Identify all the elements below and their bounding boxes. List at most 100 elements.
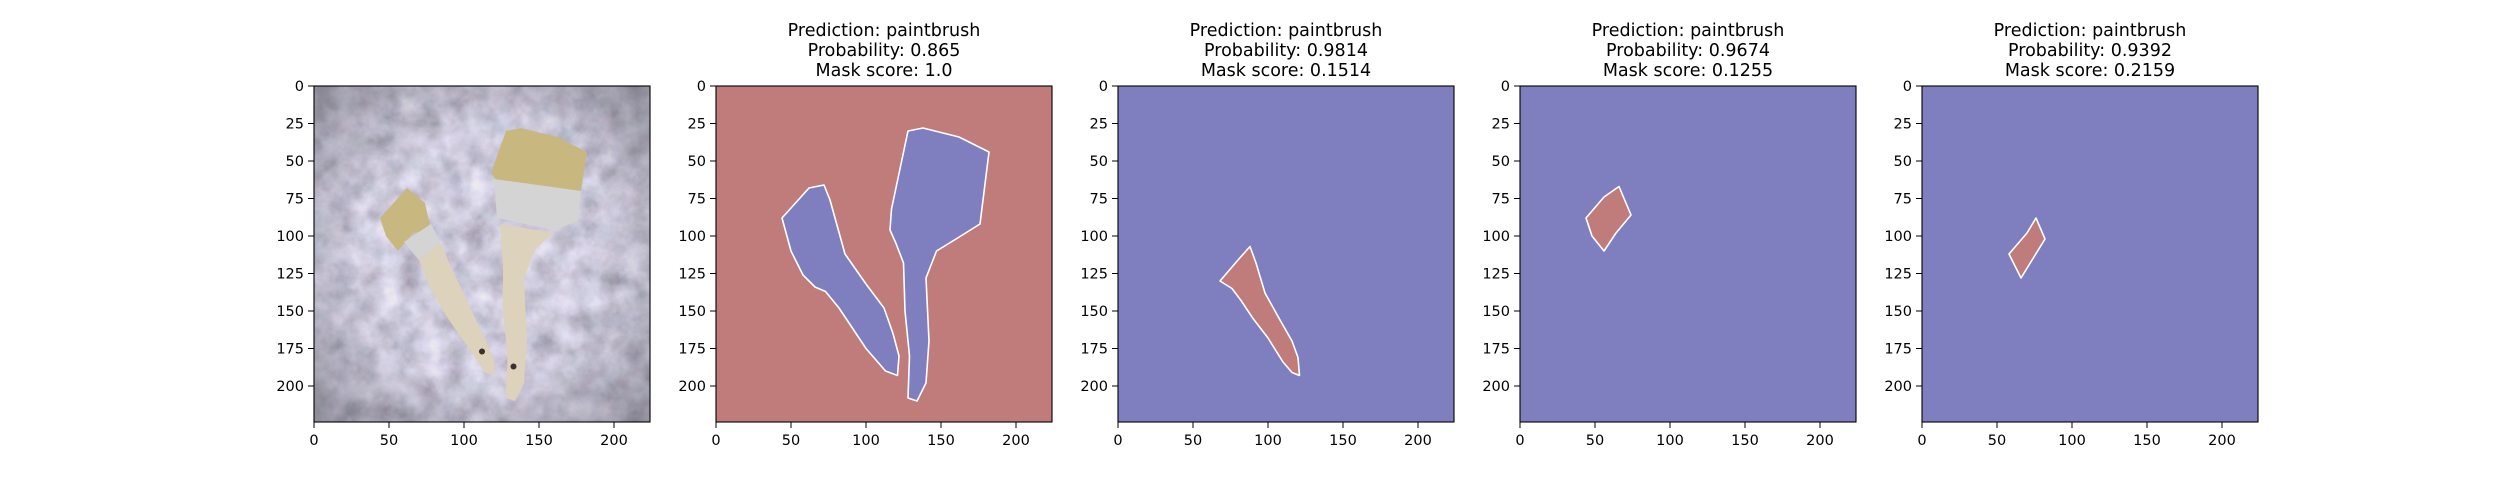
x-tick-label: 150 bbox=[1329, 433, 1357, 449]
panel-title-line-3: Mask score: 0.1514 bbox=[1201, 61, 1371, 81]
mask-region-1 bbox=[1585, 185, 1632, 252]
y-tick-label: 0 bbox=[295, 79, 304, 95]
mask-background bbox=[716, 86, 1052, 422]
input-photo bbox=[314, 86, 650, 422]
x-tick-label: 100 bbox=[2058, 433, 2086, 449]
y-tick-label: 75 bbox=[1090, 192, 1108, 208]
panel-title-line-1: Prediction: paintbrush bbox=[1190, 21, 1383, 41]
panel-title-line-2: Probability: 0.9392 bbox=[2008, 41, 2172, 61]
panel-title-line-2: Probability: 0.865 bbox=[808, 41, 961, 61]
panel-title-line-3: Mask score: 0.2159 bbox=[2005, 61, 2175, 81]
x-tick-label: 0 bbox=[1113, 433, 1122, 449]
y-tick-label: 25 bbox=[286, 117, 304, 133]
x-tick-label: 50 bbox=[782, 433, 800, 449]
bristles-small bbox=[380, 188, 431, 251]
x-tick-label: 50 bbox=[1586, 433, 1604, 449]
y-tick-label: 200 bbox=[678, 379, 706, 395]
y-tick-label: 175 bbox=[1884, 342, 1912, 358]
mask-background bbox=[1520, 86, 1856, 422]
y-tick-label: 75 bbox=[286, 192, 304, 208]
y-tick-label: 50 bbox=[1090, 154, 1108, 170]
x-tick-label: 0 bbox=[711, 433, 720, 449]
x-tick-label: 0 bbox=[309, 433, 318, 449]
y-tick-label: 150 bbox=[678, 304, 706, 320]
mask-background bbox=[1118, 86, 1454, 422]
y-tick-label: 200 bbox=[1884, 379, 1912, 395]
y-tick-label: 75 bbox=[688, 192, 706, 208]
x-tick-label: 200 bbox=[2208, 433, 2236, 449]
mask-region-1 bbox=[2008, 217, 2046, 279]
y-tick-label: 125 bbox=[1482, 267, 1510, 283]
handle-large bbox=[500, 224, 554, 401]
y-tick-label: 100 bbox=[678, 229, 706, 245]
x-tick-label: 0 bbox=[1917, 433, 1926, 449]
x-tick-label: 0 bbox=[1515, 433, 1524, 449]
ferrule-small bbox=[404, 224, 440, 260]
y-tick-label: 175 bbox=[1080, 342, 1108, 358]
y-tick-label: 100 bbox=[1080, 229, 1108, 245]
x-tick-label: 100 bbox=[1656, 433, 1684, 449]
axes-frame bbox=[1519, 85, 1857, 423]
axes-frame bbox=[1921, 85, 2259, 423]
x-tick-label: 200 bbox=[1002, 433, 1030, 449]
y-tick-label: 0 bbox=[1501, 79, 1510, 95]
y-tick-label: 150 bbox=[1482, 304, 1510, 320]
x-tick-label: 100 bbox=[450, 433, 478, 449]
y-tick-label: 175 bbox=[276, 342, 304, 358]
y-tick-label: 100 bbox=[1482, 229, 1510, 245]
bristles-large bbox=[491, 128, 587, 197]
panel-4: 0 50 100 150 200 0 25 50 75 100 125 150 175 200 Predic… bbox=[1482, 21, 1857, 449]
y-tick-label: 75 bbox=[1894, 192, 1912, 208]
panel-title-line-3: Mask score: 1.0 bbox=[816, 61, 953, 81]
y-tick-label: 200 bbox=[1080, 379, 1108, 395]
y-tick-label: 25 bbox=[1090, 117, 1108, 133]
x-tick-label: 50 bbox=[380, 433, 398, 449]
x-tick-label: 150 bbox=[2133, 433, 2161, 449]
panel-title-line-2: Probability: 0.9674 bbox=[1606, 41, 1770, 61]
ferrule-large bbox=[494, 179, 581, 230]
x-tick-label: 150 bbox=[1731, 433, 1759, 449]
panel-2: 0 50 100 150 200 0 25 50 75 100 125 150 175 200 Predic… bbox=[678, 21, 1053, 449]
handle-hole-small bbox=[479, 348, 485, 355]
x-tick-label: 100 bbox=[1254, 433, 1282, 449]
y-tick-label: 150 bbox=[1884, 304, 1912, 320]
y-tick-label: 100 bbox=[276, 229, 304, 245]
handle-small bbox=[419, 242, 496, 376]
x-tick-label: 150 bbox=[525, 433, 553, 449]
y-tick-label: 50 bbox=[1894, 154, 1912, 170]
y-tick-label: 0 bbox=[1099, 79, 1108, 95]
mask-region-1 bbox=[781, 184, 900, 377]
x-tick-label: 50 bbox=[1988, 433, 2006, 449]
panel-5: 0 50 100 150 200 0 25 50 75 100 125 150 175 200 Predic… bbox=[1884, 21, 2259, 449]
y-tick-label: 25 bbox=[1492, 117, 1510, 133]
panel-title-line-1: Prediction: paintbrush bbox=[1592, 21, 1785, 41]
y-tick-label: 150 bbox=[276, 304, 304, 320]
y-tick-label: 50 bbox=[1492, 154, 1510, 170]
panel-title-line-2: Probability: 0.9814 bbox=[1204, 41, 1368, 61]
x-tick-label: 200 bbox=[1806, 433, 1834, 449]
axes-frame bbox=[313, 85, 651, 423]
panel-title-line-1: Prediction: paintbrush bbox=[788, 21, 981, 41]
y-tick-label: 125 bbox=[276, 267, 304, 283]
x-tick-label: 100 bbox=[852, 433, 880, 449]
y-tick-label: 175 bbox=[1482, 342, 1510, 358]
y-tick-label: 125 bbox=[1884, 267, 1912, 283]
y-tick-label: 25 bbox=[688, 117, 706, 133]
panel-title-line-3: Mask score: 0.1255 bbox=[1603, 61, 1773, 81]
panel-1: 0 50 100 150 200 0 25 50 75 100 125 150 175 200 bbox=[276, 79, 651, 449]
axes-frame bbox=[715, 85, 1053, 423]
handle-hole-large bbox=[510, 363, 517, 370]
mask-background bbox=[1922, 86, 2258, 422]
y-tick-label: 0 bbox=[697, 79, 706, 95]
y-tick-label: 125 bbox=[678, 267, 706, 283]
y-tick-label: 100 bbox=[1884, 229, 1912, 245]
y-tick-label: 50 bbox=[688, 154, 706, 170]
x-tick-label: 200 bbox=[1404, 433, 1432, 449]
mask-region-2 bbox=[889, 127, 990, 402]
y-tick-label: 0 bbox=[1903, 79, 1912, 95]
y-tick-label: 50 bbox=[286, 154, 304, 170]
y-tick-label: 25 bbox=[1894, 117, 1912, 133]
y-tick-label: 200 bbox=[1482, 379, 1510, 395]
y-tick-label: 150 bbox=[1080, 304, 1108, 320]
